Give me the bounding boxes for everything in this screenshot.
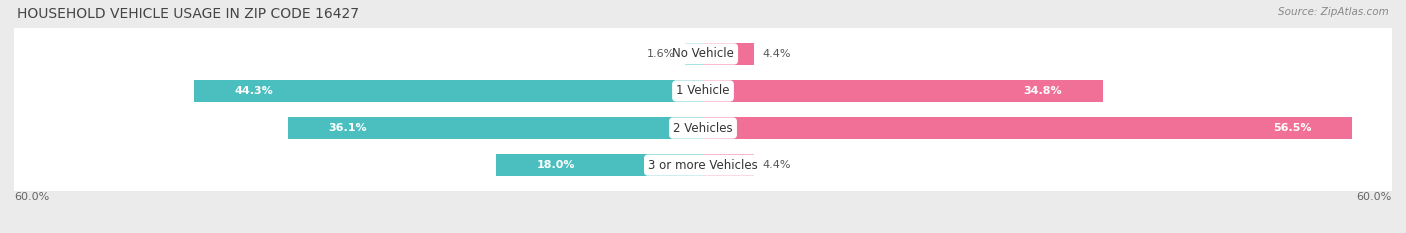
FancyBboxPatch shape — [10, 99, 1396, 158]
Text: 36.1%: 36.1% — [329, 123, 367, 133]
Bar — [703, 43, 754, 65]
Text: HOUSEHOLD VEHICLE USAGE IN ZIP CODE 16427: HOUSEHOLD VEHICLE USAGE IN ZIP CODE 1642… — [17, 7, 359, 21]
Text: 1 Vehicle: 1 Vehicle — [676, 85, 730, 97]
Text: 2 Vehicles: 2 Vehicles — [673, 122, 733, 134]
FancyBboxPatch shape — [10, 62, 1396, 120]
Bar — [685, 43, 703, 65]
Text: 60.0%: 60.0% — [14, 192, 49, 202]
Text: Source: ZipAtlas.com: Source: ZipAtlas.com — [1278, 7, 1389, 17]
Bar — [288, 117, 703, 139]
Text: 4.4%: 4.4% — [762, 160, 792, 170]
Text: 4.4%: 4.4% — [762, 49, 792, 59]
Text: 60.0%: 60.0% — [1357, 192, 1392, 202]
Text: No Vehicle: No Vehicle — [672, 47, 734, 60]
Bar — [703, 117, 1351, 139]
FancyBboxPatch shape — [10, 136, 1396, 195]
Bar — [703, 80, 1102, 102]
Text: 34.8%: 34.8% — [1024, 86, 1063, 96]
Bar — [703, 154, 754, 176]
Text: 3 or more Vehicles: 3 or more Vehicles — [648, 159, 758, 172]
Text: 56.5%: 56.5% — [1272, 123, 1312, 133]
Bar — [496, 154, 703, 176]
Text: 1.6%: 1.6% — [647, 49, 675, 59]
Bar — [194, 80, 703, 102]
FancyBboxPatch shape — [10, 24, 1396, 83]
Text: 44.3%: 44.3% — [235, 86, 273, 96]
Text: 18.0%: 18.0% — [537, 160, 575, 170]
